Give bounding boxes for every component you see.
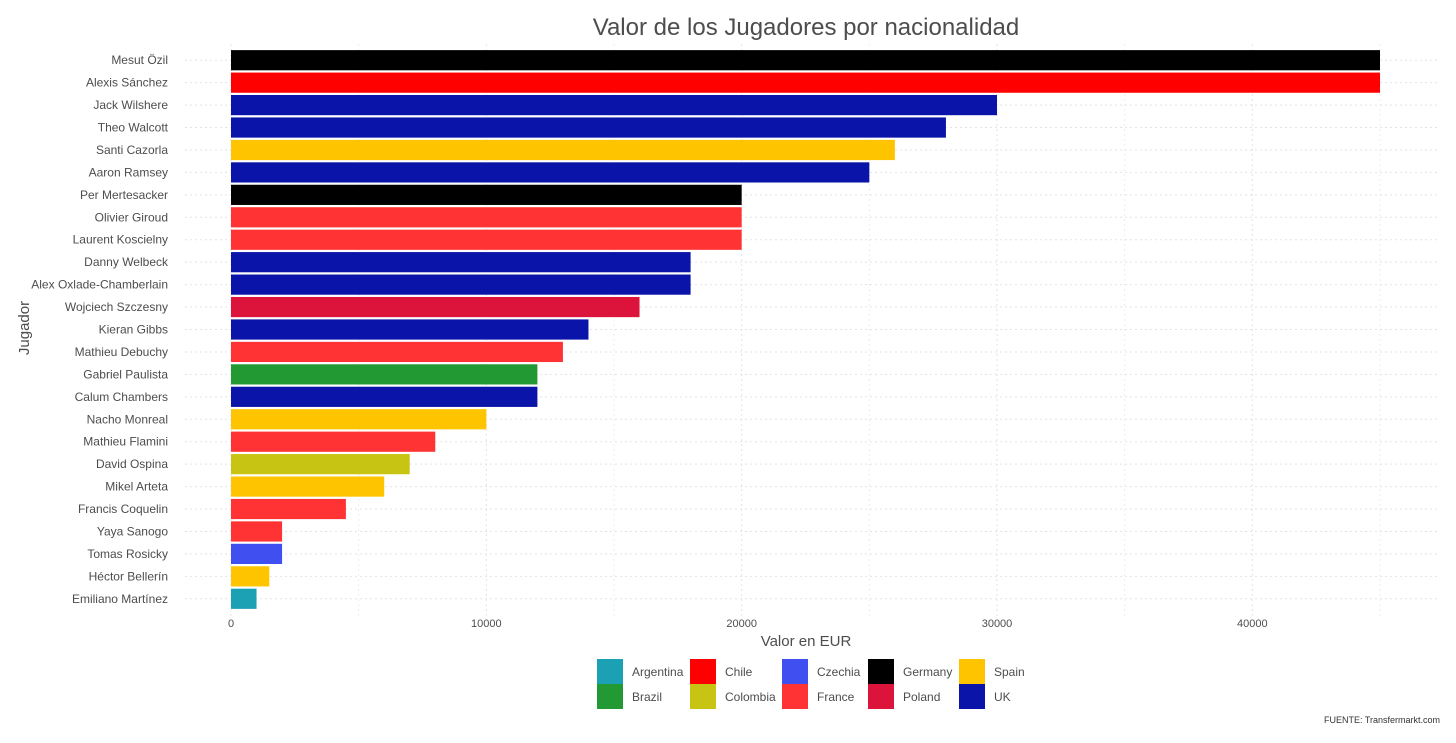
- y-tick-label: Kieran Gibbs: [99, 323, 168, 337]
- source-caption: FUENTE: Transfermarkt.com: [1324, 715, 1440, 725]
- bar: [231, 543, 283, 564]
- y-tick-label: Olivier Giroud: [95, 210, 168, 224]
- legend-label: Spain: [994, 665, 1025, 679]
- legend-key: [868, 684, 894, 709]
- legend-key: [959, 684, 985, 709]
- bar: [231, 95, 997, 116]
- bar: [231, 386, 538, 407]
- legend-label: UK: [994, 690, 1011, 704]
- bar: [231, 409, 487, 430]
- x-tick-label: 10000: [471, 618, 502, 630]
- bar: [231, 139, 895, 161]
- bar: [231, 498, 346, 520]
- legend-label: France: [817, 690, 855, 704]
- y-tick-label: Mathieu Debuchy: [75, 345, 168, 359]
- y-tick-label: Wojciech Szczesny: [65, 300, 168, 314]
- y-tick-label: Aaron Ramsey: [89, 165, 168, 179]
- bar: [231, 454, 410, 475]
- bar: [231, 521, 283, 542]
- y-tick-label: Tomas Rosicky: [87, 547, 168, 561]
- y-tick-label: Alexis Sánchez: [86, 76, 168, 90]
- legend-key: [782, 684, 808, 709]
- x-axis-ticks: 0 10000 20000 30000 40000: [228, 618, 1268, 630]
- y-axis-title: Jugador: [16, 301, 33, 355]
- y-tick-label: Mathieu Flamini: [83, 435, 168, 449]
- bar: [231, 296, 640, 318]
- chart-title: Valor de los Jugadores por nacionalidad: [593, 14, 1020, 41]
- legend-key: [868, 659, 894, 684]
- y-tick-label: Jack Wilshere: [93, 98, 168, 112]
- x-axis-title: Valor en EUR: [761, 633, 852, 650]
- y-tick-label: Mikel Arteta: [105, 480, 168, 494]
- y-tick-label: Per Mertesacker: [80, 188, 168, 202]
- bar: [231, 566, 270, 587]
- legend-key: [959, 659, 985, 684]
- bar: [231, 476, 385, 497]
- legend: Argentina Brazil Chile Colombia Czechia Franc…: [597, 659, 1025, 709]
- y-tick-label: Héctor Bellerín: [89, 569, 168, 583]
- bar: [231, 431, 436, 452]
- y-tick-label: Laurent Koscielny: [73, 233, 168, 247]
- bar: [231, 319, 589, 340]
- bar: [231, 588, 257, 609]
- x-tick-label: 30000: [982, 618, 1013, 630]
- legend-label: Argentina: [632, 665, 684, 679]
- y-tick-label: Mesut Özil: [111, 53, 168, 67]
- legend-key: [690, 684, 716, 709]
- legend-label: Poland: [903, 690, 940, 704]
- bar: [231, 252, 691, 273]
- legend-label: Germany: [903, 665, 952, 679]
- y-tick-label: Francis Coquelin: [78, 502, 168, 516]
- y-tick-label: David Ospina: [96, 457, 168, 471]
- y-tick-label: Calum Chambers: [75, 390, 168, 404]
- legend-label: Chile: [725, 665, 753, 679]
- x-tick-label: 20000: [726, 618, 757, 630]
- bar: [231, 117, 946, 138]
- legend-key: [782, 659, 808, 684]
- legend-key: [597, 684, 623, 709]
- legend-label: Colombia: [725, 690, 776, 704]
- x-tick-label: 0: [228, 618, 234, 630]
- x-tick-label: 40000: [1237, 618, 1268, 630]
- y-tick-label: Yaya Sanogo: [97, 524, 168, 538]
- y-tick-label: Danny Welbeck: [84, 255, 169, 269]
- legend-key: [597, 659, 623, 684]
- bars: [231, 50, 1380, 609]
- bar: [231, 364, 538, 385]
- bar: [231, 184, 742, 205]
- legend-key: [690, 659, 716, 684]
- bar: [231, 72, 1380, 93]
- bar: [231, 341, 563, 363]
- bar: [231, 274, 691, 295]
- y-tick-label: Alex Oxlade-Chamberlain: [31, 278, 168, 292]
- bar: [231, 162, 870, 183]
- legend-label: Brazil: [632, 690, 662, 704]
- y-tick-label: Santi Cazorla: [96, 143, 168, 157]
- bar: [231, 229, 742, 250]
- y-tick-label: Theo Walcott: [98, 121, 169, 135]
- legend-label: Czechia: [817, 665, 861, 679]
- y-tick-label: Nacho Monreal: [87, 412, 168, 426]
- y-tick-label: Emiliano Martínez: [72, 592, 168, 606]
- bar: [231, 50, 1380, 71]
- y-tick-label: Gabriel Paulista: [83, 367, 168, 381]
- y-axis-labels: Mesut Özil Alexis Sánchez Jack Wilshere The…: [31, 53, 169, 606]
- bar: [231, 207, 742, 228]
